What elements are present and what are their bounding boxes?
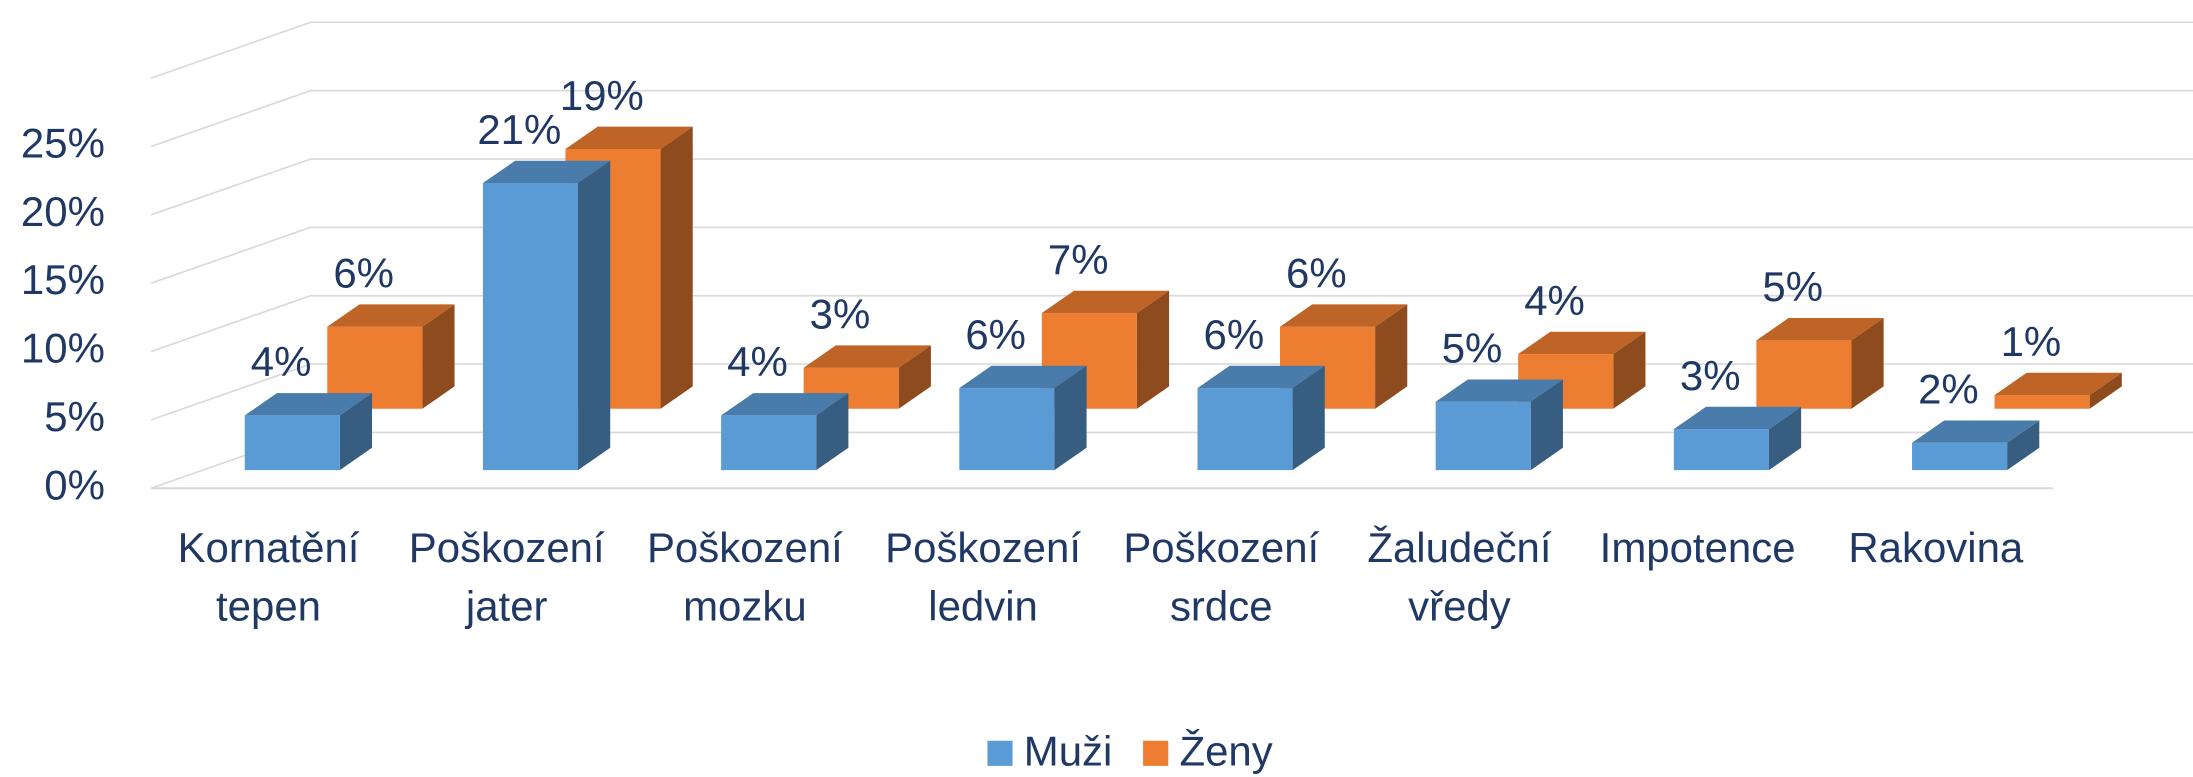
bar-side <box>578 160 611 471</box>
y-tick-label: 15% <box>21 256 105 303</box>
bar-top <box>565 126 693 149</box>
value-label: 6% <box>965 311 1026 358</box>
bar-top <box>244 393 373 416</box>
bar-side <box>2007 420 2040 471</box>
x-tick-label-line: Poškození <box>647 524 843 571</box>
bar-side <box>1375 304 1408 409</box>
grid-line <box>150 158 2193 216</box>
x-tick-label-line: vředy <box>1408 583 1511 630</box>
bar-top <box>803 345 931 368</box>
x-tick-label-line: Rakovina <box>1848 524 2024 571</box>
value-label: 6% <box>1204 311 1265 358</box>
value-label: 19% <box>560 72 644 119</box>
grid-line <box>150 89 2193 148</box>
bar-side <box>1768 406 1802 471</box>
x-tick-label-line: Poškození <box>409 524 605 571</box>
bar <box>1994 395 2090 409</box>
y-tick-label: 25% <box>21 120 105 167</box>
value-label: 1% <box>2001 318 2062 365</box>
bar <box>1912 442 2008 471</box>
x-tick-label: Žaludeční vředy <box>1367 524 1552 630</box>
value-label: 4% <box>251 338 312 385</box>
bar-side <box>422 304 455 409</box>
x-tick-label: Impotence <box>1600 524 1796 571</box>
y-tick-label: 0% <box>44 461 105 508</box>
x-tick-label-line: Impotence <box>1600 524 1796 571</box>
x-tick-label: Poškození jater <box>409 524 605 630</box>
value-label: 7% <box>1048 236 1109 283</box>
bar <box>1756 340 1852 409</box>
x-tick-label: Kornatění tepen <box>178 524 360 630</box>
bar-side <box>1292 365 1325 471</box>
x-tick-label-line: ledvin <box>928 583 1038 630</box>
bar-top <box>1041 290 1170 314</box>
value-label: 6% <box>1286 250 1347 297</box>
bar-top <box>482 160 611 184</box>
x-tick-label-line: Poškození <box>1123 524 1319 571</box>
bar-top <box>1279 304 1408 327</box>
bar <box>721 415 817 471</box>
grid-line <box>150 431 2193 490</box>
bar <box>959 388 1055 471</box>
grid-line <box>150 21 2193 79</box>
bar-top <box>1912 420 2040 443</box>
bar-side <box>1136 290 1170 409</box>
bar-top <box>1673 406 1802 430</box>
bar <box>1673 429 1769 471</box>
bar <box>482 183 579 471</box>
value-label: 3% <box>1680 352 1741 399</box>
bar-top <box>721 393 849 416</box>
y-tick-label: 5% <box>44 393 105 440</box>
bar-side <box>1613 331 1646 409</box>
value-label: 4% <box>1524 277 1585 324</box>
x-tick-label-line: Poškození <box>885 524 1081 571</box>
bar-side <box>816 393 849 471</box>
bar-side <box>2089 372 2122 409</box>
bar-top <box>1197 365 1325 389</box>
value-label: 2% <box>1918 366 1979 413</box>
legend-label: Muži <box>1024 728 1113 775</box>
legend-swatch <box>1143 740 1169 766</box>
plot: 0% 5% 10% 15% 20% 25% 6% 19% 3% 7% 6% 4% 5% 1% 4% 21% 4%… <box>21 21 2193 775</box>
x-tick-label: Rakovina <box>1848 524 2024 571</box>
bar-top <box>327 304 455 327</box>
legend-swatch <box>987 740 1013 766</box>
bar-side <box>1851 318 1884 409</box>
bar-top <box>1994 372 2122 396</box>
x-tick-label-line: tepen <box>216 583 321 630</box>
value-label: 4% <box>727 338 788 385</box>
y-tick-label: 20% <box>21 188 105 235</box>
bar-top <box>1435 379 1563 402</box>
bar-side <box>1530 379 1563 471</box>
value-label: 6% <box>333 250 394 297</box>
grid-line <box>150 226 2193 284</box>
grid-line <box>150 363 2193 421</box>
value-label: 3% <box>810 291 871 338</box>
x-tick-label: Poškození mozku <box>647 524 843 630</box>
x-tick-label-line: mozku <box>683 583 807 630</box>
bar-side <box>1054 365 1087 471</box>
y-tick-label: 10% <box>21 325 105 372</box>
x-tick-label-line: jater <box>464 583 548 630</box>
bar-top <box>1518 331 1646 355</box>
value-label: 5% <box>1442 325 1503 372</box>
x-tick-label: Poškození ledvin <box>885 524 1081 630</box>
grid-line <box>150 294 2193 353</box>
bar <box>244 415 340 471</box>
x-tick-label: Poškození srdce <box>1123 524 1319 630</box>
bar-top <box>1756 318 1884 341</box>
bar-side <box>339 393 373 471</box>
x-tick-label-line: srdce <box>1170 583 1273 630</box>
legend-label: Ženy <box>1179 728 1272 775</box>
value-label: 5% <box>1762 263 1823 310</box>
bar <box>1435 401 1531 471</box>
x-tick-label-line: Kornatění <box>178 524 360 571</box>
value-label: 21% <box>477 106 561 153</box>
bar-side <box>660 126 693 409</box>
bar-top <box>959 365 1087 389</box>
bar <box>1197 388 1293 471</box>
bar-side <box>898 345 931 409</box>
x-tick-label-line: Žaludeční <box>1367 524 1552 571</box>
